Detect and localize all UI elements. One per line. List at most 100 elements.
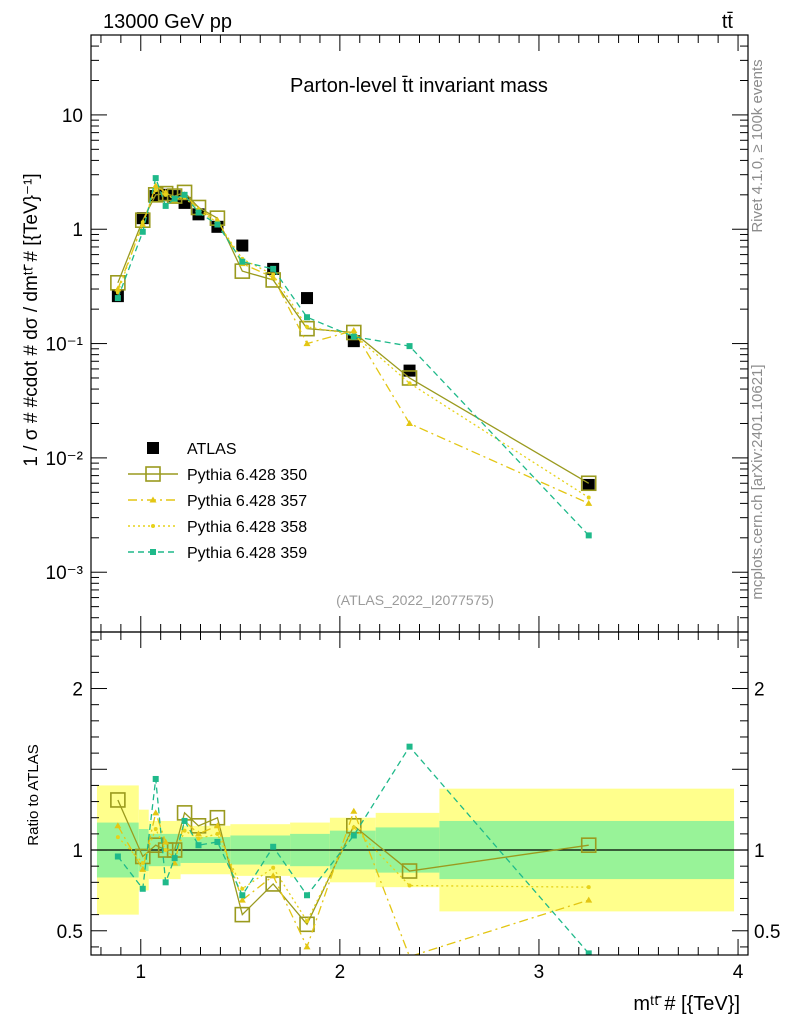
legend-label-4: Pythia 6.428 359 [187,545,307,562]
main-series-4-point-11 [350,333,357,340]
main-series-2-point-12 [406,419,414,426]
ratio-series-2-point-9 [271,865,276,870]
legend-entry-4[interactable]: Pythia 6.428 359 [128,545,307,562]
chart-title: Parton-level t̄t invariant mass [290,75,548,97]
main-series-2-point-9 [269,273,277,280]
main-series-3-point-9 [271,272,276,277]
main-series-4-point-13 [585,532,592,539]
main-series-2-point-10 [303,340,311,347]
main-series-2-point-7 [213,216,221,223]
main-panel-frame [90,34,749,633]
main-series-4-point-1 [139,228,146,235]
ratio-series-1-line [117,809,589,955]
rivet-version-label: Rivet 4.1.0, ≥ 100k events [749,59,766,232]
header-left: 13000 GeV pp [103,11,232,33]
main-series-2-point-13 [585,499,593,506]
ratio-series-2-line [117,826,589,923]
ratio-series-3-point-5 [181,817,188,824]
main-series-3-point-10 [305,324,310,329]
ratio-series-2-point-7 [215,831,220,836]
ratio-y-axis-label: Ratio to ATLAS [25,744,42,845]
legend-entry-0[interactable]: ATLAS [147,441,237,458]
main-series-2-point-11 [350,327,358,334]
main-series-3-point-3 [163,192,168,197]
legend-entry-3[interactable]: Pythia 6.428 358 [128,519,307,536]
ratio-series-1-point-11 [350,807,358,814]
ratio-series-3-point-11 [350,832,357,839]
analysis-watermark: (ATLAS_2022_I2077575) [336,592,494,608]
ratio-series-0-point-8 [234,906,251,923]
main-series-3-point-1 [140,220,145,225]
main-series-4 [114,175,592,539]
ratio-series-3-point-4 [171,855,178,862]
main-series-4-point-9 [270,265,277,272]
ratio-series-1-point-10 [303,943,311,950]
ratio-series-3-point-12 [406,743,413,750]
x-tick-label-1: 2 [335,962,346,983]
main-series-1-point-3 [157,185,174,202]
ratio-series-1-point-6 [195,830,203,837]
ratio-series-2-point-6 [196,836,201,841]
ratio-series-3-point-0 [114,853,121,860]
main-series-4-point-4 [171,195,178,202]
ratio-series-0-point-13 [580,837,597,853]
ratio-series-1-point-7 [213,822,221,829]
main-series-4-point-6 [195,209,202,216]
legend-entry-1[interactable]: Pythia 6.428 350 [128,466,307,484]
ratio-series-1-point-3 [162,838,170,845]
main-series-1-point-1 [134,212,151,228]
main-y-tick-label-4: 10⁻³ [46,563,84,584]
main-panel-series [110,175,597,539]
main-series-4-point-12 [406,343,413,350]
ratio-panel-series [110,743,597,955]
ratio-series-3-point-6 [195,842,202,849]
ratio-y-tick-label-right-1: 1 [754,841,765,862]
main-y-tick-label-2: 10⁻¹ [46,335,84,356]
main-series-2-point-0 [114,285,122,292]
ratio-series-2-point-0 [115,835,120,840]
ratio-series-3 [114,743,592,955]
legend-entry-2[interactable]: Pythia 6.428 357 [128,493,307,510]
main-y-axis-label: 1 / σ # #cdot # dσ / dmᵗᵗ̄ # [{TeV}⁻¹] [21,173,42,466]
ratio-series-2-point-11 [351,825,356,830]
ratio-series-3-point-8 [239,892,246,899]
main-y-tick-label-3: 10⁻² [46,449,84,470]
ratio-series-2-point-10 [305,919,310,924]
ratio-series-0-point-2 [147,837,164,853]
ratio-y-tick-label-right-2: 0.5 [754,922,780,943]
ratio-y-tick-label-right-0: 2 [754,680,765,701]
legend-marker-3 [151,524,155,528]
legend[interactable]: ATLAS Pythia 6.428 350 Pythia 6.428 357 Pyt… [128,441,307,562]
ratio-series-2-point-5 [182,828,187,833]
main-series-1-point-5 [176,184,193,201]
main-series-2-point-3 [162,188,170,195]
main-series-4-line [117,175,590,536]
ratio-series-3-point-13 [585,950,592,955]
main-series-4-point-10 [304,314,311,321]
x-axis-label: mᵗᵗ̄ # [{TeV}] [633,993,740,1015]
ratio-y-tick-label-2: 0.5 [57,922,83,943]
main-series-2-point-2 [152,182,160,189]
ratio-series-1-point-1 [139,865,147,872]
ratio-series-0-point-0 [110,792,126,808]
ratio-series-2-point-1 [140,860,145,865]
ratio-series-3-point-7 [214,838,221,845]
legend-label-2: Pythia 6.428 357 [187,493,307,510]
legend-label-0: ATLAS [187,441,237,458]
ratio-series-1-point-2 [152,809,160,816]
ratio-series-2-point-2 [153,827,158,832]
ratio-series-3-point-10 [304,892,311,899]
ratio-series-1-point-9 [269,872,277,879]
main-series-4-point-7 [214,221,221,228]
ratio-y-tick-label-0: 2 [72,680,83,701]
main-series-3-point-0 [115,290,120,295]
ratio-series-1-point-13 [585,896,593,903]
x-tick-label-2: 3 [534,962,545,983]
main-series-0-point-10 [301,292,314,305]
ratio-series-3-point-3 [162,879,169,886]
ratio-series-2-point-3 [163,848,168,853]
legend-marker-4 [150,549,156,555]
ratio-series-2-point-12 [407,883,412,888]
legend-label-1: Pythia 6.428 350 [187,467,307,484]
